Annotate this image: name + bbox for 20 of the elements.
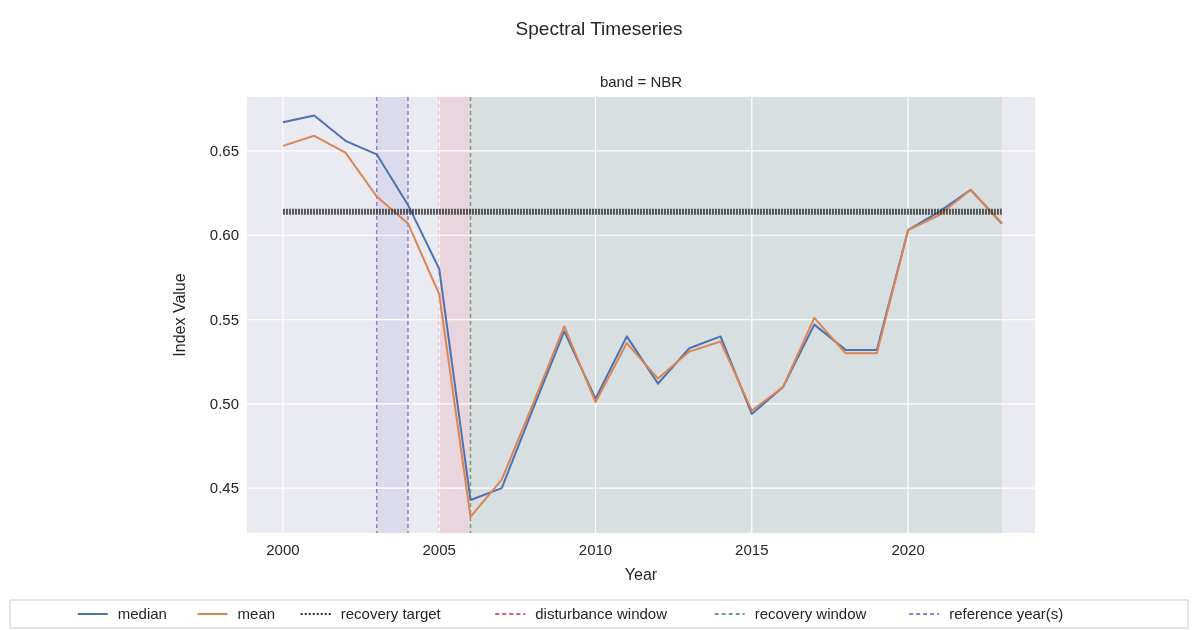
chart-subtitle: band = NBR	[599, 73, 683, 90]
y-tick-label: 0.50	[209, 394, 239, 412]
y-tick-label: 0.45	[209, 479, 239, 497]
legend-label: disturbance window	[535, 605, 668, 622]
legend-label: mean	[237, 605, 276, 622]
y-tick-label: 0.65	[209, 141, 239, 159]
legend-label: median	[117, 605, 167, 622]
chart-title: Spectral Timeseries	[515, 18, 683, 39]
legend-label: recovery window	[754, 605, 867, 622]
y-axis-title: Index Value	[171, 273, 188, 357]
x-tick-label: 2005	[422, 541, 456, 558]
x-tick-label: 2000	[266, 541, 300, 558]
legend-label: recovery target	[340, 605, 442, 622]
x-axis-title: Year	[624, 566, 658, 583]
x-tick-label: 2020	[891, 541, 925, 558]
x-tick-label: 2010	[578, 541, 613, 558]
x-tick-label: 2015	[735, 541, 769, 558]
legend-label: reference year(s)	[949, 605, 1064, 622]
y-tick-label: 0.55	[209, 310, 239, 328]
y-tick-label: 0.60	[209, 226, 239, 244]
